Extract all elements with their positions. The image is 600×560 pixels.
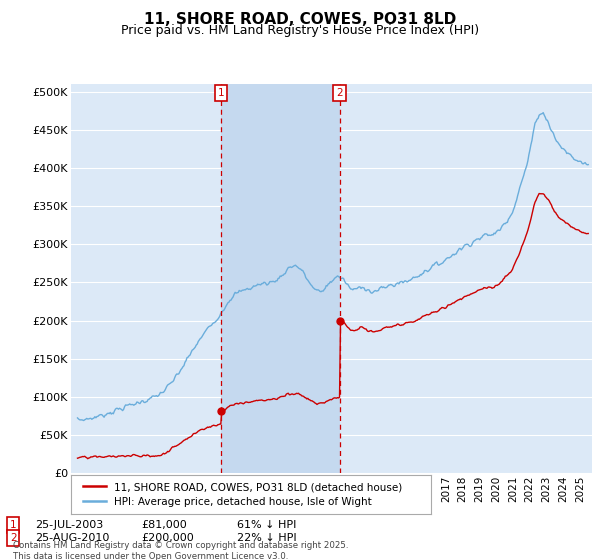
Text: 61% ↓ HPI: 61% ↓ HPI xyxy=(237,520,296,530)
Text: 2: 2 xyxy=(336,88,343,98)
Text: Contains HM Land Registry data © Crown copyright and database right 2025.
This d: Contains HM Land Registry data © Crown c… xyxy=(13,542,349,560)
Text: 22% ↓ HPI: 22% ↓ HPI xyxy=(237,533,296,543)
Text: 11, SHORE ROAD, COWES, PO31 8LD: 11, SHORE ROAD, COWES, PO31 8LD xyxy=(144,12,456,27)
Text: 1: 1 xyxy=(10,520,17,530)
Bar xyxy=(221,84,340,473)
Text: £81,000: £81,000 xyxy=(141,520,187,530)
Text: 1: 1 xyxy=(218,88,224,98)
Text: 2: 2 xyxy=(10,533,17,543)
Text: Price paid vs. HM Land Registry's House Price Index (HPI): Price paid vs. HM Land Registry's House … xyxy=(121,24,479,37)
Text: 25-AUG-2010: 25-AUG-2010 xyxy=(35,533,109,543)
Text: 25-JUL-2003: 25-JUL-2003 xyxy=(35,520,103,530)
Text: £200,000: £200,000 xyxy=(141,533,194,543)
Legend: 11, SHORE ROAD, COWES, PO31 8LD (detached house), HPI: Average price, detached h: 11, SHORE ROAD, COWES, PO31 8LD (detache… xyxy=(80,479,406,510)
